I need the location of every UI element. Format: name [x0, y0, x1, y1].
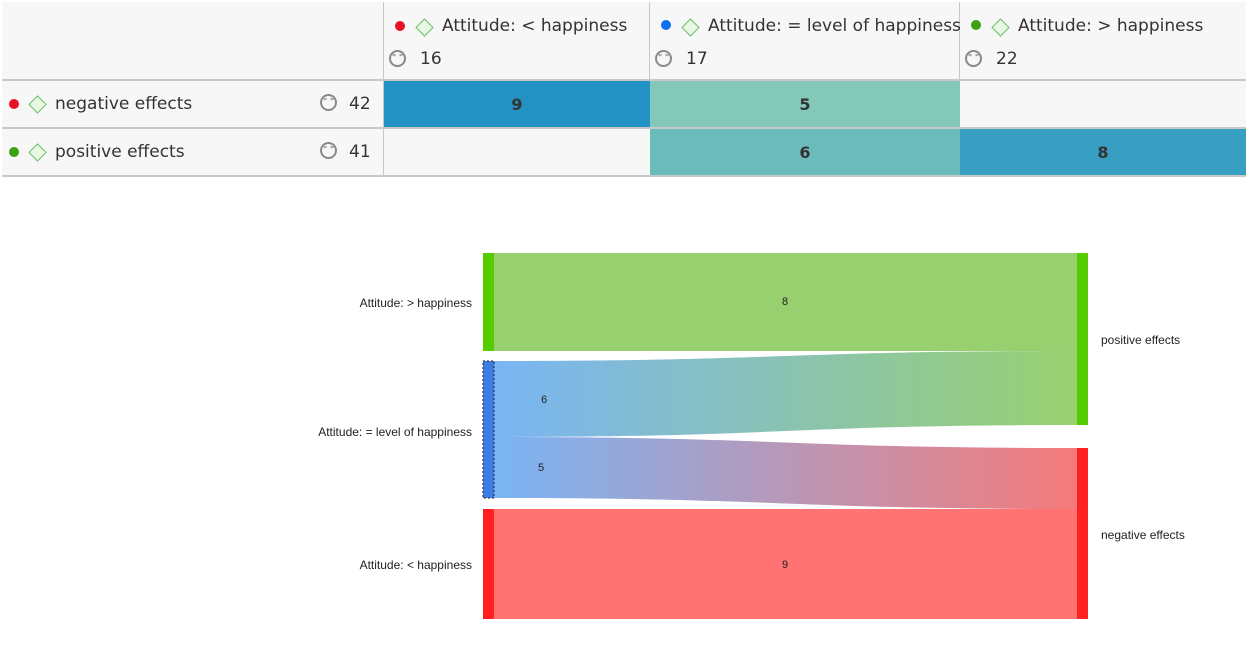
column-label: Attitude: < happiness: [442, 16, 628, 36]
row-header-negative-effects[interactable]: negative effects " " 42: [2, 81, 384, 127]
flow-value-label: 8: [782, 296, 788, 308]
flow-value-label: 5: [538, 462, 544, 474]
row-label: positive effects: [55, 142, 185, 162]
row-divider: [2, 175, 1246, 177]
right-node-label: negative effects: [1101, 528, 1185, 542]
right-node-label: positive effects: [1101, 333, 1180, 347]
node-level-happiness[interactable]: [482, 360, 495, 499]
column-label: Attitude: > happiness: [1018, 16, 1204, 36]
table-corner: [2, 2, 384, 79]
table-cell[interactable]: [960, 81, 1246, 127]
column-header-more-happiness[interactable]: Attitude: > happiness " " 22: [960, 2, 1246, 79]
flow-value-label: 9: [782, 559, 788, 571]
quote-icon: " ": [389, 50, 406, 67]
column-header-less-happiness[interactable]: Attitude: < happiness " " 16: [384, 2, 650, 79]
quote-icon: " ": [655, 50, 672, 67]
flow-value-label: 6: [541, 394, 547, 406]
column-count: 16: [420, 49, 442, 69]
node-less-happiness[interactable]: [483, 509, 494, 619]
column-count: 17: [686, 49, 708, 69]
node-greater-happiness[interactable]: [483, 253, 494, 351]
left-node-label: Attitude: < happiness: [360, 558, 472, 572]
flow-less-to-negative[interactable]: [494, 509, 1078, 619]
row-divider: [2, 127, 1246, 129]
column-count: 22: [996, 49, 1018, 69]
flow-greater-to-positive[interactable]: [494, 253, 1078, 351]
quote-icon: " ": [320, 142, 337, 159]
node-positive-effects[interactable]: [1077, 253, 1088, 425]
blue-dot-icon: [661, 20, 671, 30]
crosstab-table: Attitude: < happiness " " 16 Attitude: =…: [0, 0, 1246, 177]
green-dot-icon: [9, 147, 19, 157]
row-count: 41: [349, 142, 371, 162]
column-header-level-happiness[interactable]: Attitude: = level of happiness " " 17: [650, 2, 961, 79]
row-divider: [2, 79, 1246, 81]
quote-icon: " ": [965, 50, 982, 67]
green-dot-icon: [971, 20, 981, 30]
table-cell[interactable]: 9: [384, 81, 650, 127]
left-node-label: Attitude: > happiness: [360, 296, 472, 310]
row-count: 42: [349, 94, 371, 114]
column-label: Attitude: = level of happiness: [708, 16, 961, 36]
quote-icon: " ": [320, 94, 337, 111]
table-cell[interactable]: 5: [650, 81, 960, 127]
left-node-label: Attitude: = level of happiness: [318, 425, 472, 439]
table-cell[interactable]: 6: [650, 129, 960, 175]
row-label: negative effects: [55, 94, 193, 114]
node-negative-effects[interactable]: [1077, 448, 1088, 619]
row-header-positive-effects[interactable]: positive effects " " 41: [2, 129, 384, 175]
flow-level-to-negative[interactable]: [494, 437, 1078, 509]
table-cell[interactable]: [384, 129, 650, 175]
table-cell[interactable]: 8: [960, 129, 1246, 175]
red-dot-icon: [9, 99, 19, 109]
red-dot-icon: [395, 21, 405, 31]
flow-level-to-positive[interactable]: [494, 351, 1078, 437]
